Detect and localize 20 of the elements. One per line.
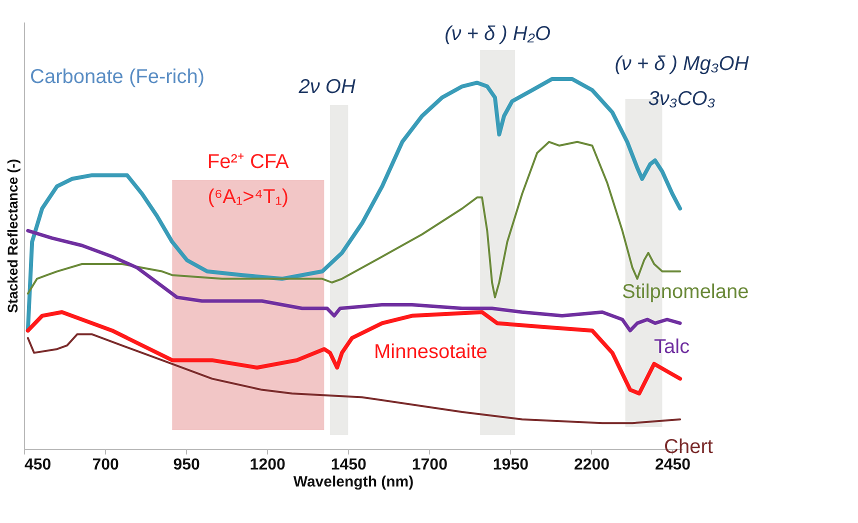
- x-tick-label: 1450: [330, 456, 367, 474]
- x-tick-label: 700: [92, 456, 119, 474]
- x-tick-label: 2200: [574, 456, 610, 474]
- series-label: Stilpnomelane: [622, 281, 749, 303]
- x-axis-title: Wavelength (nm): [293, 474, 414, 490]
- x-tick-label: 1200: [250, 456, 286, 474]
- band-label: (ν + δ ) H₂O: [444, 23, 551, 45]
- text: Carbonate (Fe-rich): [30, 66, 205, 88]
- band-label: Fe²⁺ CFA (⁶A₁>⁴T₁): [207, 151, 290, 208]
- series-label: Minnesotaite: [374, 341, 488, 363]
- y-axis-title: Stacked Reflectance (-): [4, 158, 20, 314]
- x-tick-label: 450: [24, 456, 52, 474]
- x-tick-label: 1950: [492, 456, 529, 474]
- x-tick-label: 950: [173, 456, 200, 474]
- band-label: 2ν OH: [298, 76, 356, 98]
- x-tick-label: 2450: [654, 456, 691, 474]
- series-label: Chert: [664, 436, 714, 458]
- series-label: Talc: [654, 336, 690, 358]
- x-tick-label: 1700: [412, 456, 448, 474]
- band-label: (ν + δ ) Mg₃OH 3ν₃CO₃: [614, 53, 750, 110]
